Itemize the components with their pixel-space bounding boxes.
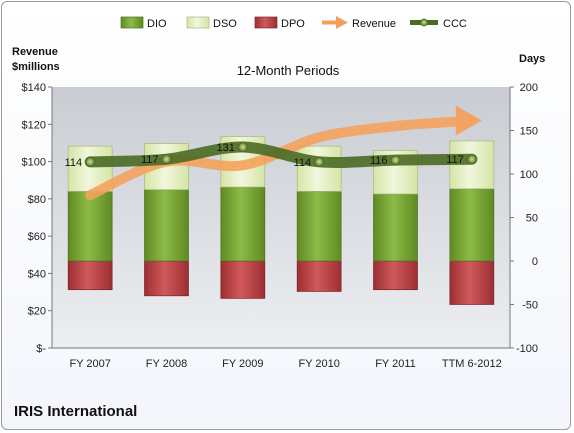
left-tick-label: $20 [28, 306, 46, 318]
ccc-data-label: 117 [446, 154, 464, 166]
bar-dio [296, 191, 342, 262]
revenue-arrowhead [455, 105, 482, 136]
bar-dso [296, 145, 342, 192]
right-tick-label: 0 [532, 256, 538, 268]
bar-dpo [144, 260, 189, 297]
bar-dpo [296, 260, 342, 292]
left-tick-label: $100 [22, 157, 46, 169]
ccc-data-label: 114 [294, 157, 312, 169]
right-axis-label: Days [519, 53, 545, 65]
x-tick-label: FY 2008 [146, 358, 187, 370]
legend-label-revenue: Revenue [352, 18, 396, 30]
bar-layer [67, 136, 495, 305]
bar-dio [144, 189, 189, 262]
ccc-data-label: 114 [65, 157, 83, 169]
left-tick-label: $60 [28, 231, 46, 243]
right-tick-label: 150 [520, 126, 538, 138]
legend-label-dso: DSO [213, 18, 237, 30]
ccc-data-label: 131 [216, 142, 234, 154]
company-name: IRIS International [14, 403, 138, 420]
left-axis-label-line2: $millions [12, 61, 60, 73]
ccc-point [466, 154, 477, 165]
ccc-point [314, 156, 325, 167]
bar-dpo [449, 260, 495, 305]
legend-label-dpo: DPO [281, 18, 305, 30]
x-tick-label: FY 2010 [298, 358, 339, 370]
x-tick-label: FY 2011 [375, 358, 416, 370]
left-tick-label: $140 [22, 82, 46, 94]
bar-dio [449, 188, 495, 262]
bar-dpo [373, 260, 418, 291]
x-tick-label: FY 2009 [222, 358, 263, 370]
legend-swatch-dpo [254, 16, 278, 29]
right-tick-label: 100 [520, 169, 538, 181]
legend: DIO DSO DPO Revenue CCC [120, 16, 467, 30]
ccc-point [161, 154, 172, 165]
tick-layer: $- $20 $40 $60 $80 $100 $120 $140 -100 -50 0 50 100 1… [22, 82, 538, 370]
legend-swatch-dso [186, 16, 210, 29]
x-tick-label: TTM 6-2012 [442, 358, 502, 370]
bar-dpo [220, 260, 266, 299]
chart-title: 12-Month Periods [237, 63, 340, 78]
ccc-point [237, 142, 248, 153]
bar-dio [220, 186, 266, 262]
bar-dso [449, 140, 495, 190]
left-tick-label: $80 [28, 194, 46, 206]
legend-swatch-ccc [410, 18, 438, 27]
left-tick-label: $120 [22, 119, 46, 131]
right-tick-label: -100 [516, 343, 538, 355]
left-tick-label: $40 [28, 268, 46, 280]
x-tick-label: FY 2007 [69, 358, 110, 370]
ccc-data-label: 117 [141, 154, 159, 166]
legend-label-dio: DIO [147, 18, 167, 30]
legend-swatch-dio [120, 16, 144, 29]
legend-label-ccc: CCC [443, 18, 467, 30]
right-tick-label: -50 [522, 300, 538, 312]
left-axis-label-line1: Revenue [12, 46, 58, 58]
plot-area [52, 87, 510, 348]
left-tick-label: $- [36, 343, 46, 355]
ccc-point [85, 156, 96, 167]
bar-dpo [67, 260, 113, 291]
bar-dio [373, 193, 418, 262]
ccc-line [84, 141, 478, 169]
ccc-point [390, 155, 401, 166]
bar-dio [67, 191, 113, 262]
right-tick-label: 200 [520, 82, 538, 94]
ccc-layer: 114 117 131 114 116 117 [65, 141, 478, 169]
ccc-data-label: 116 [370, 155, 388, 167]
right-tick-label: 50 [526, 213, 538, 225]
legend-swatch-revenue [322, 16, 348, 29]
